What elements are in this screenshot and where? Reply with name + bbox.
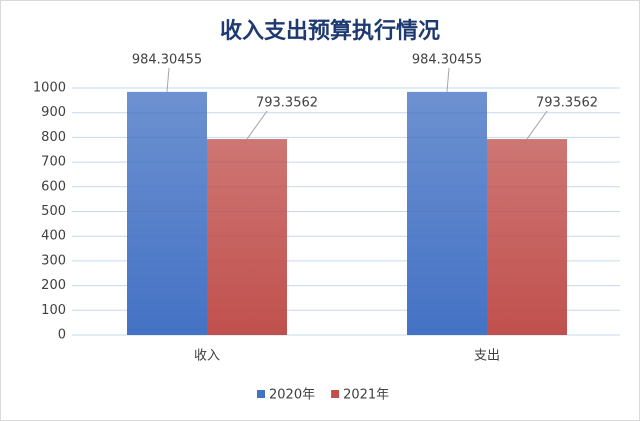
leader-line [246, 110, 268, 140]
bar [127, 91, 207, 336]
data-label: 984.30455 [412, 52, 482, 67]
leader-line [446, 67, 450, 92]
y-tick-label: 600 [41, 179, 66, 194]
legend-label: 2020年 [269, 388, 315, 403]
x-tick-label: 收入 [194, 349, 220, 364]
y-tick-label: 200 [41, 278, 66, 293]
data-label: 793.3562 [536, 96, 598, 111]
chart-title: 收入支出预算执行情况 [220, 18, 440, 44]
leader-line [166, 67, 170, 92]
y-tick-label: 700 [41, 155, 66, 170]
y-tick-label: 300 [41, 253, 66, 268]
x-tick-label: 支出 [474, 349, 500, 364]
y-tick-label: 400 [41, 229, 66, 244]
data-label: 793.3562 [256, 96, 318, 111]
bar [487, 139, 567, 335]
y-tick-label: 0 [58, 328, 66, 343]
y-tick-label: 100 [41, 303, 66, 318]
y-tick-label: 800 [41, 130, 66, 145]
y-tick-label: 1000 [33, 81, 66, 96]
legend-swatch [257, 390, 265, 398]
legend-swatch [331, 390, 340, 398]
bar [407, 91, 487, 336]
leader-line [526, 110, 548, 140]
legend-label: 2021年 [343, 388, 389, 403]
bar [207, 139, 287, 335]
data-label: 984.30455 [132, 52, 202, 67]
y-tick-label: 500 [41, 204, 66, 219]
y-tick-label: 900 [41, 105, 66, 120]
